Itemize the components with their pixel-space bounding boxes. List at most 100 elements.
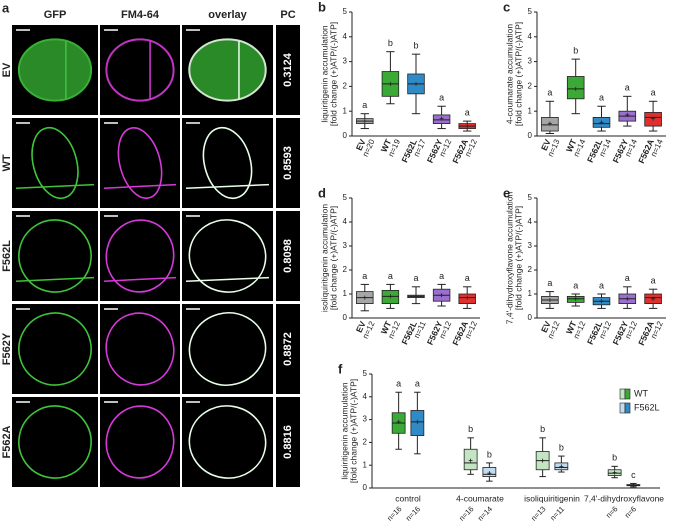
- y-tick-label: 4: [363, 392, 368, 401]
- significance-letter: b: [388, 38, 393, 48]
- pc-value: 0.3124: [282, 52, 294, 87]
- mean: [573, 296, 578, 301]
- y-tick-label: 3: [343, 241, 348, 250]
- y-tick-label: 4: [528, 32, 533, 41]
- cell: [105, 38, 175, 102]
- significance-letter: a: [599, 280, 604, 290]
- column-header: overlay: [208, 9, 247, 21]
- y-tick-label: 5: [343, 7, 348, 16]
- panel-letter: a: [2, 0, 10, 15]
- cell: [105, 219, 175, 293]
- x-tick-label: EV: [539, 319, 553, 334]
- micrograph: [182, 211, 273, 301]
- y-axis-label: [fold change (+)ATP/(-)ATP]: [348, 379, 358, 483]
- y-tick-label: 2: [363, 438, 368, 447]
- row-label: F562L: [1, 240, 13, 272]
- micrograph: [182, 304, 273, 394]
- y-tick-label: 2: [528, 265, 533, 274]
- y-tick-label: 3: [343, 57, 348, 66]
- y-axis-label: 7,4'-dihydroxyflavone accumulation: [504, 191, 514, 324]
- micrograph: [12, 304, 98, 394]
- cell-wall: [185, 276, 270, 282]
- legend-label: F562L: [634, 402, 660, 412]
- mean: [559, 464, 564, 469]
- micrograph: [276, 304, 300, 394]
- mean: [547, 121, 552, 126]
- mean: [439, 293, 444, 298]
- mean: [465, 124, 470, 129]
- micrograph: [100, 397, 180, 487]
- mean: [415, 419, 420, 424]
- micrograph: [12, 118, 98, 208]
- significance-letter: a: [651, 276, 656, 286]
- cell-wall: [185, 183, 270, 189]
- significance-letter: a: [439, 93, 444, 103]
- x-tick-label: EV: [539, 137, 553, 152]
- y-tick-label: 0: [343, 313, 348, 322]
- significance-letter: b: [540, 424, 545, 434]
- mean: [631, 483, 636, 488]
- mean: [414, 81, 418, 86]
- n-label: n=13: [529, 504, 547, 522]
- row-label: WT: [1, 154, 13, 171]
- row-label: F562A: [1, 425, 13, 458]
- cell: [105, 405, 175, 479]
- significance-letter: a: [415, 379, 420, 389]
- pc-value: 0.8816: [282, 425, 294, 459]
- mean: [362, 295, 367, 300]
- y-tick-label: 2: [528, 82, 533, 91]
- pc-value: 0.8593: [282, 146, 294, 180]
- mean: [599, 120, 604, 125]
- mean: [439, 116, 444, 121]
- n-label: n=14: [476, 504, 494, 522]
- significance-letter: a: [362, 271, 367, 281]
- cell: [105, 312, 175, 386]
- cell-wall: [103, 276, 177, 282]
- significance-letter: a: [547, 88, 552, 98]
- significance-letter: a: [547, 278, 552, 288]
- panel-letter: b: [318, 0, 326, 14]
- y-tick-label: 4: [343, 32, 348, 41]
- y-tick-label: 1: [528, 106, 533, 115]
- x-tick-label: control: [395, 493, 421, 503]
- mean: [540, 458, 545, 463]
- mean: [651, 296, 656, 301]
- y-tick-label: 1: [528, 289, 533, 298]
- y-tick-label: 1: [343, 289, 348, 298]
- mean: [465, 295, 470, 300]
- mean: [362, 119, 367, 124]
- significance-letter: a: [465, 273, 470, 283]
- significance-letter: a: [413, 273, 418, 283]
- x-tick-label: 4-coumarate: [456, 493, 504, 503]
- x-tick-label: EV: [354, 137, 368, 152]
- legend-swatch: [619, 402, 626, 414]
- y-tick-label: 2: [343, 265, 348, 274]
- cell-wall: [15, 276, 95, 282]
- pc-value: 0.8098: [282, 239, 294, 273]
- n-label: n=16: [457, 504, 475, 522]
- y-axis-label: liquiritigenin accumulation: [339, 382, 349, 480]
- y-tick-label: 1: [363, 460, 368, 469]
- significance-letter: b: [612, 453, 617, 463]
- y-axis-label: liquiritigenin accumulation: [319, 25, 329, 123]
- significance-letter: b: [487, 449, 492, 459]
- x-tick-label: isoliquiritigenin: [524, 493, 580, 503]
- mean: [468, 458, 473, 463]
- y-tick-label: 0: [528, 313, 533, 322]
- y-axis-label: [fold change (+)ATP/(-)ATP]: [513, 22, 523, 126]
- x-tick-label: EV: [354, 319, 368, 334]
- micrograph: [182, 118, 273, 208]
- micrograph: [276, 118, 300, 208]
- mean: [625, 296, 630, 301]
- cell: [18, 405, 92, 479]
- cell: [188, 312, 267, 386]
- significance-letter: a: [465, 107, 470, 117]
- cell: [31, 126, 79, 200]
- y-tick-label: 3: [528, 241, 533, 250]
- micrograph: [12, 397, 98, 487]
- y-axis-label: [fold change (+)ATP/(-)ATP]: [328, 22, 338, 126]
- y-tick-label: 5: [528, 7, 533, 16]
- cell-wall: [103, 183, 177, 189]
- legend-swatch: [624, 388, 631, 400]
- y-tick-label: 3: [363, 415, 368, 424]
